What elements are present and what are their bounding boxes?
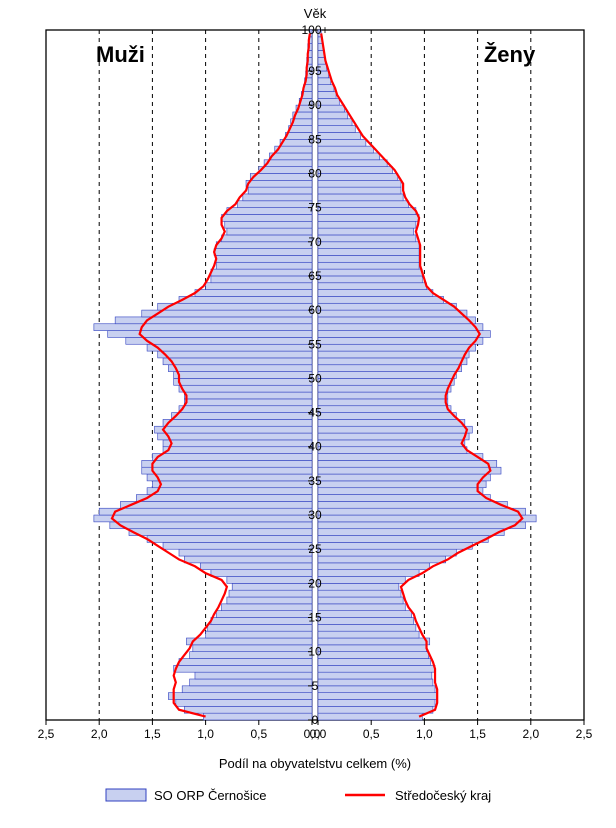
svg-text:Ženy: Ženy <box>484 42 536 67</box>
svg-text:5: 5 <box>312 679 319 693</box>
svg-text:0,5: 0,5 <box>363 727 380 741</box>
svg-text:2,0: 2,0 <box>522 727 539 741</box>
svg-text:0,5: 0,5 <box>250 727 267 741</box>
svg-text:85: 85 <box>308 132 322 146</box>
svg-text:1,0: 1,0 <box>197 727 214 741</box>
svg-text:2,5: 2,5 <box>576 727 593 741</box>
svg-text:15: 15 <box>308 611 322 625</box>
svg-text:40: 40 <box>308 440 322 454</box>
svg-text:2,5: 2,5 <box>38 727 55 741</box>
svg-text:1,0: 1,0 <box>416 727 433 741</box>
population-pyramid-chart: 0,00,00,50,51,01,01,51,52,02,02,52,50510… <box>0 0 616 828</box>
svg-text:0: 0 <box>312 713 319 727</box>
svg-text:80: 80 <box>308 166 322 180</box>
svg-text:Podíl na obyvatelstvu celkem (: Podíl na obyvatelstvu celkem (%) <box>219 756 411 771</box>
svg-text:30: 30 <box>308 508 322 522</box>
svg-text:90: 90 <box>308 98 322 112</box>
svg-text:50: 50 <box>308 371 322 385</box>
svg-text:1,5: 1,5 <box>469 727 486 741</box>
svg-text:100+: 100+ <box>301 23 328 37</box>
svg-text:95: 95 <box>308 64 322 78</box>
svg-text:25: 25 <box>308 542 322 556</box>
svg-text:45: 45 <box>308 406 322 420</box>
chart-svg: 0,00,00,50,51,01,01,51,52,02,02,52,50510… <box>0 0 616 828</box>
svg-text:2,0: 2,0 <box>91 727 108 741</box>
svg-text:35: 35 <box>308 474 322 488</box>
svg-text:SO ORP Černošice: SO ORP Černošice <box>154 788 266 803</box>
svg-text:55: 55 <box>308 337 322 351</box>
svg-text:Muži: Muži <box>96 42 145 67</box>
svg-text:70: 70 <box>308 235 322 249</box>
svg-text:65: 65 <box>308 269 322 283</box>
svg-text:0,0: 0,0 <box>310 727 327 741</box>
svg-text:Středočeský kraj: Středočeský kraj <box>395 788 491 803</box>
svg-text:20: 20 <box>308 576 322 590</box>
svg-text:75: 75 <box>308 201 322 215</box>
svg-text:1,5: 1,5 <box>144 727 161 741</box>
svg-text:Věk: Věk <box>304 6 327 21</box>
svg-text:60: 60 <box>308 303 322 317</box>
svg-text:10: 10 <box>308 645 322 659</box>
